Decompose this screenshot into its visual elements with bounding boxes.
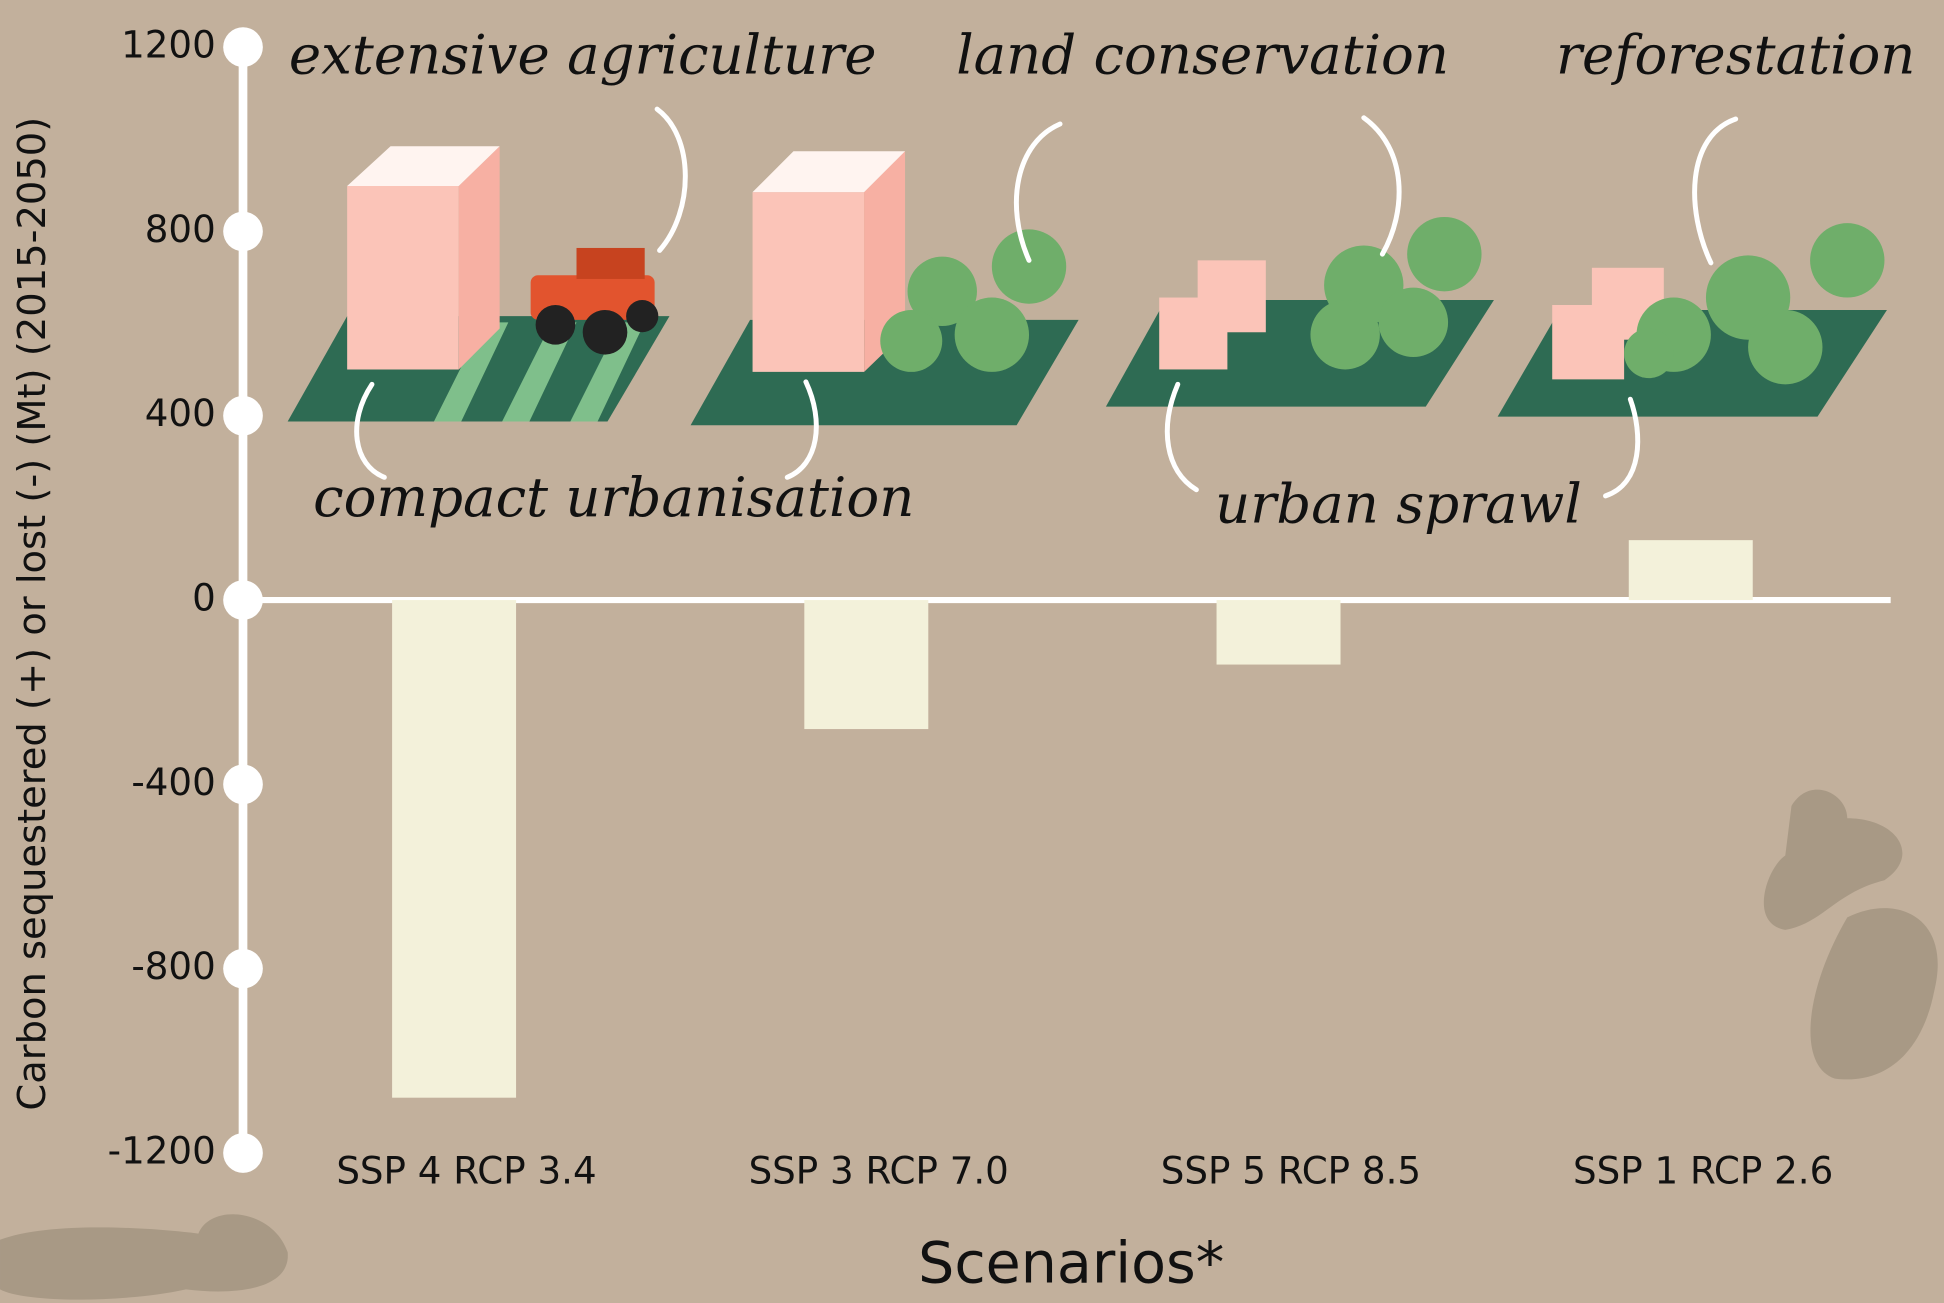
annotation: land conservation (956, 23, 1449, 87)
bar (1217, 600, 1341, 665)
x-tick-label: SSP 1 RCP 2.6 (1573, 1148, 1833, 1192)
y-tick-dot (223, 949, 263, 989)
annotation: compact urbanisation (313, 465, 914, 529)
y-tick-label: -1200 (108, 1128, 216, 1172)
x-tick-label: SSP 3 RCP 7.0 (749, 1148, 1009, 1192)
bar (1629, 540, 1753, 600)
chart: Carbon sequestered (+) or lost (-) (Mt) … (0, 0, 1944, 1303)
y-axis-label: Carbon sequestered (+) or lost (-) (Mt) … (10, 117, 55, 1111)
y-tick-label: 1200 (121, 23, 216, 67)
y-tick-label: 800 (145, 207, 216, 251)
bar (392, 600, 516, 1098)
y-tick-label: 0 (192, 576, 216, 620)
y-tick-dot (223, 580, 263, 620)
y-tick-label: -800 (131, 944, 215, 988)
annotation: reforestation (1556, 23, 1915, 87)
y-tick-dot (223, 212, 263, 252)
background (0, 0, 1944, 1303)
x-tick-label: SSP 5 RCP 8.5 (1161, 1148, 1421, 1192)
y-tick-dot (223, 765, 263, 805)
y-tick-dot (223, 27, 263, 67)
page: Carbon sequestered (+) or lost (-) (Mt) … (0, 0, 1944, 1303)
x-axis-label: Scenarios* (918, 1231, 1224, 1297)
bar (804, 600, 928, 729)
y-tick-dot (223, 396, 263, 436)
x-tick-label: SSP 4 RCP 3.4 (336, 1148, 596, 1192)
y-tick-label: 400 (145, 391, 216, 435)
annotation: extensive agriculture (289, 23, 877, 87)
y-tick-dot (223, 1133, 263, 1173)
annotation: urban sprawl (1215, 471, 1582, 535)
y-tick-label: -400 (131, 760, 215, 804)
